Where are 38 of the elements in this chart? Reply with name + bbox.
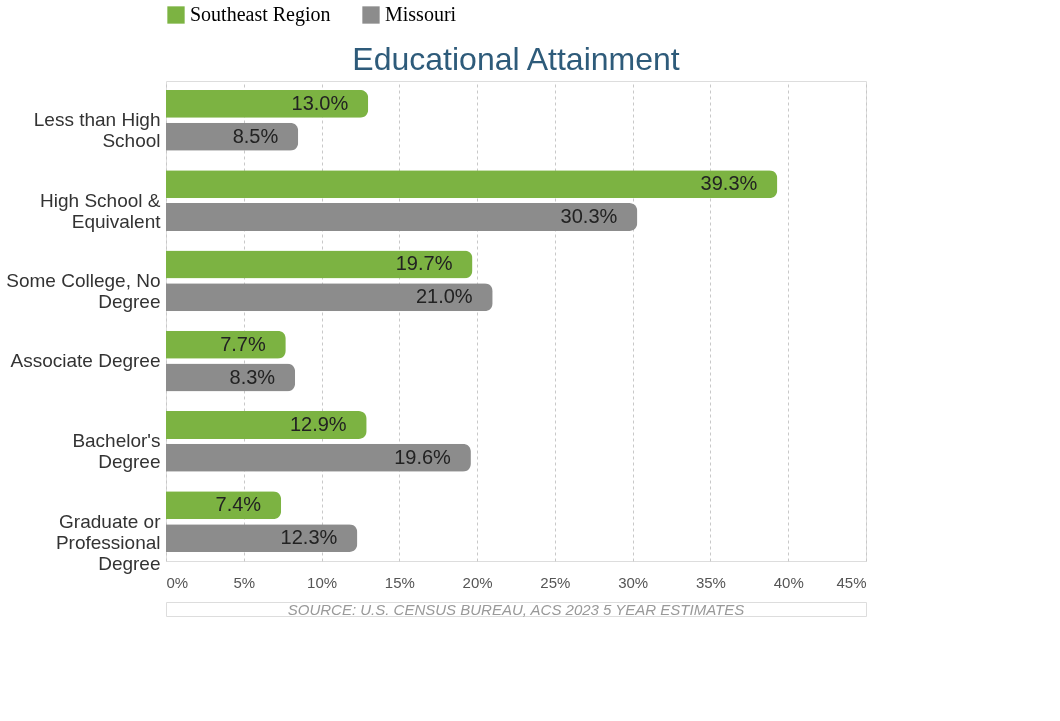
data-label: 39.3% bbox=[700, 172, 758, 195]
bar bbox=[166, 283, 493, 312]
data-label: 12.9% bbox=[289, 412, 347, 435]
y-tick-label: Associate Degree bbox=[10, 350, 161, 372]
data-label: 13.0% bbox=[291, 91, 349, 114]
data-label: 12.3% bbox=[280, 526, 338, 549]
data-label: 21.0% bbox=[415, 285, 473, 308]
chart-title: Educational Attainment bbox=[352, 41, 680, 77]
bar bbox=[166, 203, 638, 231]
x-tick-label: 45% bbox=[836, 573, 867, 591]
bar bbox=[166, 443, 471, 472]
y-tick-label: Graduate or Professional Degree bbox=[55, 510, 162, 574]
data-label: 7.4% bbox=[215, 493, 262, 516]
x-tick-label: 25% bbox=[540, 573, 571, 591]
data-label: 7.7% bbox=[220, 332, 266, 355]
bar bbox=[166, 170, 778, 199]
data-label: 19.7% bbox=[395, 252, 453, 275]
x-tick-label: 35% bbox=[695, 573, 726, 591]
x-tick-label: 10% bbox=[307, 573, 338, 591]
x-tick-label: 30% bbox=[618, 573, 649, 591]
bar bbox=[166, 411, 367, 439]
x-tick-label: 40% bbox=[773, 573, 804, 591]
bar bbox=[166, 250, 473, 279]
y-tick-label: High School & Equivalent bbox=[40, 189, 162, 232]
x-tick-label: 15% bbox=[384, 573, 415, 591]
y-tick-label: Less than High School bbox=[33, 109, 161, 152]
x-tick-label: 5% bbox=[233, 573, 256, 591]
legend-label: Missouri bbox=[385, 3, 457, 25]
x-tick-label: 20% bbox=[462, 573, 493, 591]
data-label: 30.3% bbox=[560, 205, 618, 228]
legend-label: Southeast Region bbox=[190, 3, 331, 26]
x-tick-label: 0% bbox=[166, 573, 189, 591]
data-label: 8.3% bbox=[229, 365, 276, 388]
y-tick-label: Some College, No Degree bbox=[6, 269, 161, 312]
data-label: 19.6% bbox=[394, 445, 452, 468]
y-tick-label: Bachelor's Degree bbox=[72, 430, 161, 473]
data-label: 8.5% bbox=[232, 124, 279, 147]
source-note: SOURCE: U.S. CENSUS BUREAU, ACS 2023 5 YEAR ESTIMATES bbox=[287, 601, 745, 618]
